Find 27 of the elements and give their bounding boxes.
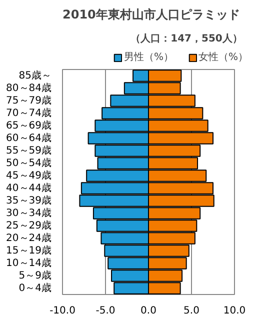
x-tick-label: 10.0 [223, 306, 246, 316]
y-tick-label: 5～9歳 [18, 269, 52, 282]
y-tick-label: 35～39歳 [6, 194, 52, 206]
y-tick-label: 10～14歳 [6, 256, 52, 269]
y-tick-label: 50～54歳 [6, 156, 52, 169]
y-tick-label: 30～34歳 [6, 206, 52, 219]
legend-label: 男性（%） [124, 50, 174, 64]
y-tick-label: 25～29歳 [6, 219, 52, 232]
y-tick-label: 45～49歳 [6, 169, 52, 182]
y-tick-label: 20～24歳 [6, 232, 52, 244]
y-tick-label: 0～4歳 [18, 282, 52, 294]
chart-title: 2010年東村山市人口ピラミッド [62, 8, 240, 22]
y-tick-label: 85歳～ [18, 69, 52, 82]
x-tick-label: -10.0 [50, 306, 76, 316]
x-tick-label: 0.0 [140, 306, 156, 316]
y-tick-label: 65～69歳 [6, 119, 52, 132]
x-tick-label: 5.0 [184, 306, 200, 316]
y-tick-label: 70～74歳 [6, 106, 52, 119]
chart-subtitle: （人口：147，550人） [130, 32, 242, 44]
y-tick-label: 40～44歳 [6, 182, 52, 194]
y-tick-label: 55～59歳 [6, 144, 52, 156]
y-tick-label: 15～19歳 [6, 244, 52, 256]
y-tick-label: 60～64歳 [6, 132, 52, 144]
legend-label: 女性（%） [198, 50, 248, 64]
x-tick-label: -5.0 [96, 306, 116, 316]
y-tick-label: 80～84歳 [6, 82, 52, 94]
y-tick-label: 75～79歳 [6, 94, 52, 106]
